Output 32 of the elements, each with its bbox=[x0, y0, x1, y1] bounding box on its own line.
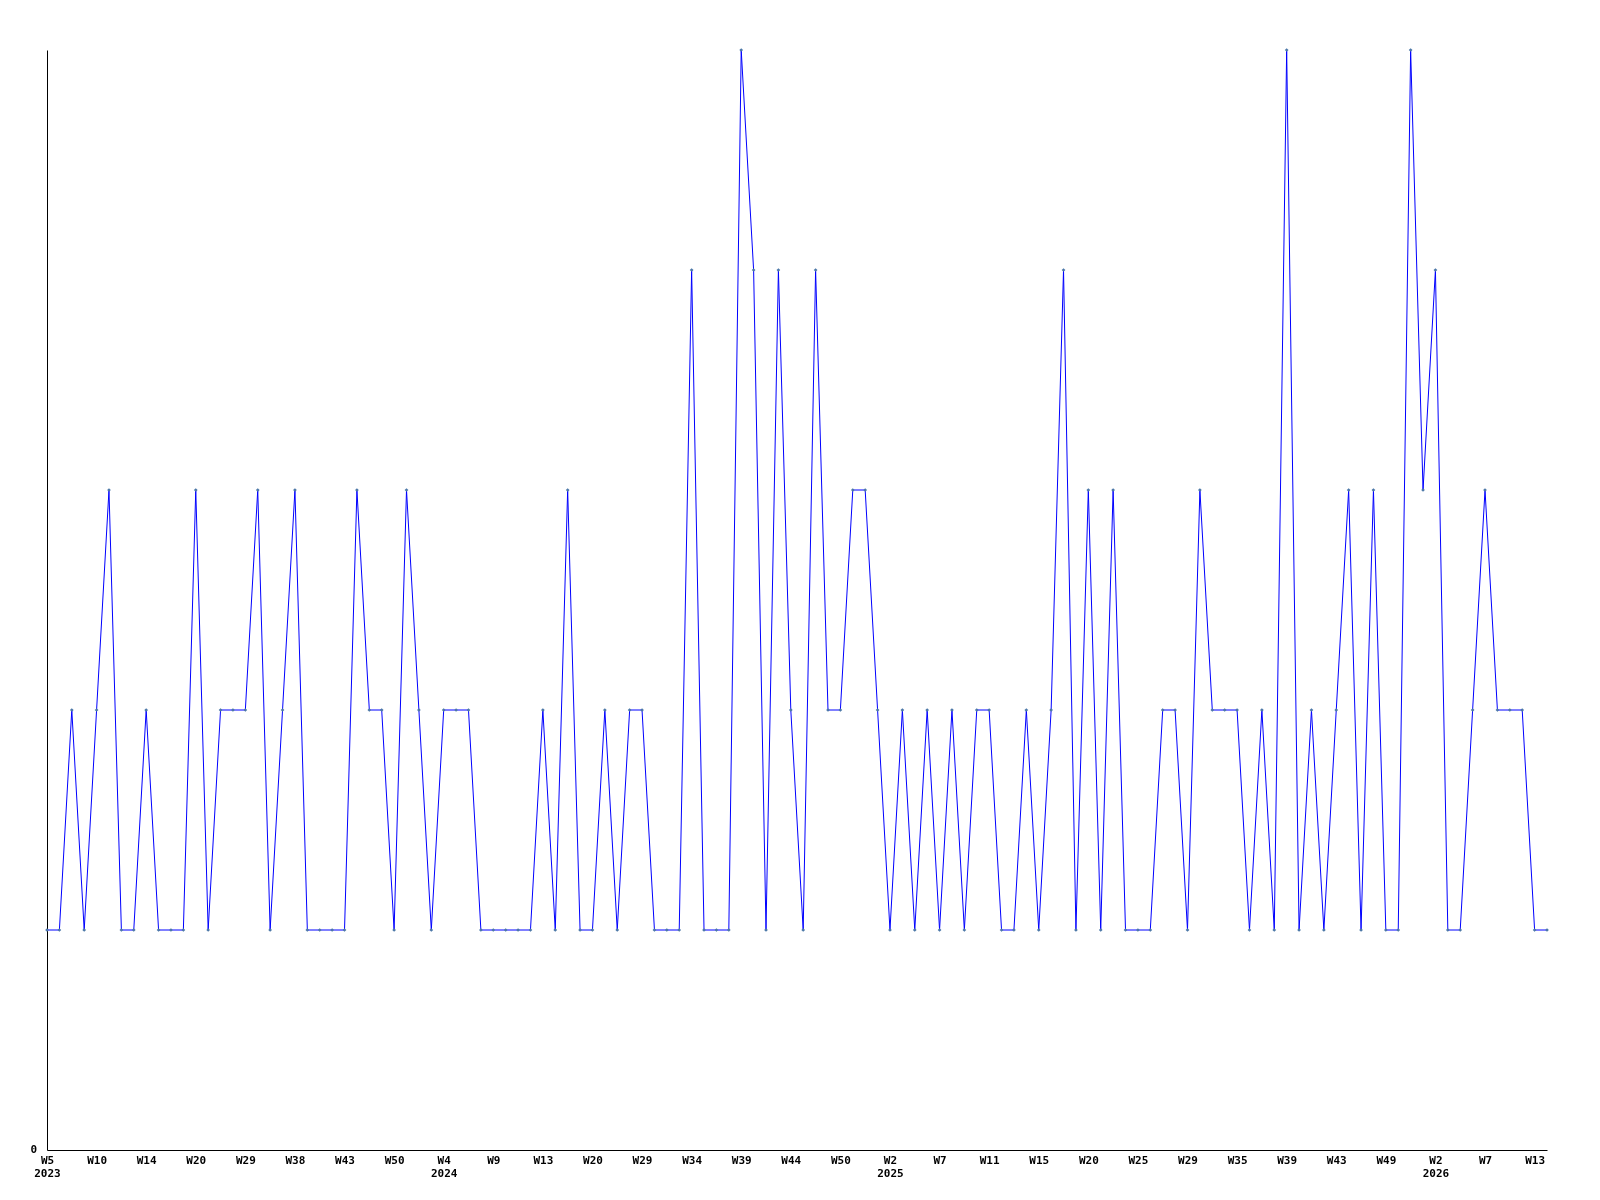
x-tick-label: W29 bbox=[632, 1153, 653, 1167]
x-tick-label: W14 bbox=[136, 1153, 157, 1167]
x-tick-label: W4 2024 bbox=[430, 1153, 458, 1180]
x-tick-label: W20 bbox=[186, 1153, 207, 1167]
x-tick-label: W11 bbox=[979, 1153, 1000, 1167]
x-tick-label: W15 bbox=[1029, 1153, 1050, 1167]
x-tick-label: W7 bbox=[933, 1153, 947, 1167]
x-tick-label: W25 bbox=[1128, 1153, 1149, 1167]
x-tick-label: W39 bbox=[731, 1153, 752, 1167]
x-tick-label: W39 bbox=[1277, 1153, 1298, 1167]
x-tick-label: W13 bbox=[533, 1153, 554, 1167]
x-tick-label: W2 2025 bbox=[877, 1153, 904, 1180]
x-tick-label: W50 bbox=[830, 1153, 851, 1167]
x-tick-label: W10 bbox=[87, 1153, 108, 1167]
text: 0 bbox=[30, 1143, 37, 1156]
x-tick-label: W29 bbox=[235, 1153, 256, 1167]
x-tick-label: W20 bbox=[1078, 1153, 1099, 1167]
x-tick-label: W29 bbox=[1178, 1153, 1198, 1167]
x-tick-label: W38 bbox=[285, 1153, 306, 1167]
x-tick-label: W2 2026 bbox=[1422, 1153, 1450, 1180]
x-tick-label: W20 bbox=[583, 1153, 603, 1167]
x-tick-label: W49 bbox=[1376, 1153, 1397, 1167]
x-tick-label: W13 bbox=[1525, 1153, 1546, 1167]
x-tick-label: W44 bbox=[781, 1153, 802, 1167]
x-tick-label: W34 bbox=[682, 1153, 703, 1167]
x-tick-label: W50 bbox=[384, 1153, 405, 1167]
x-tick-label: W5 2023 bbox=[34, 1153, 61, 1180]
x-tick-label: W7 bbox=[1478, 1153, 1493, 1167]
x-tick-label: W43 bbox=[335, 1153, 355, 1167]
x-tick-label: W35 bbox=[1227, 1153, 1248, 1167]
x-tick-label: W9 bbox=[487, 1153, 501, 1167]
x-tick-label: W43 bbox=[1326, 1153, 1347, 1167]
